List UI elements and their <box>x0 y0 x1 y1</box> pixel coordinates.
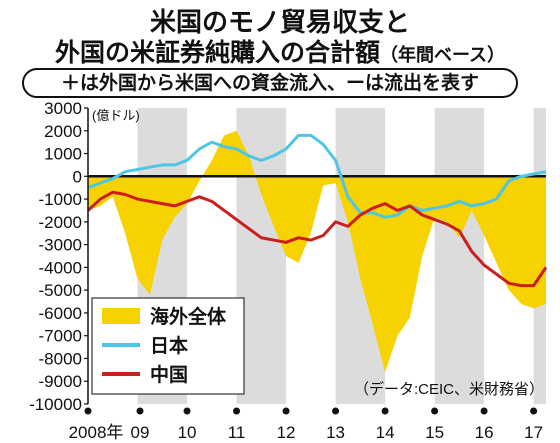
y-tick-label: -3000 <box>39 236 82 255</box>
y-axis-unit: (億ドル) <box>92 108 140 123</box>
y-tick-label: -4000 <box>39 258 82 277</box>
y-tick-label: 2000 <box>44 122 82 141</box>
y-tick-label: -5000 <box>39 281 82 300</box>
y-tick-label: -8000 <box>39 349 82 368</box>
y-tick-label: -6000 <box>39 304 82 323</box>
x-tick-label: 12 <box>277 423 296 442</box>
x-tick-label: 10 <box>178 423 197 442</box>
x-tick-dot <box>332 407 340 415</box>
series-area-overall <box>88 130 546 373</box>
x-tick-label: 17 <box>524 423 543 442</box>
y-tick-label: -7000 <box>39 327 82 346</box>
x-tick-label: 11 <box>228 423 246 442</box>
x-tick-dot <box>183 407 191 415</box>
x-tick-label: 14 <box>376 423 395 442</box>
x-tick-label: 13 <box>326 423 345 442</box>
x-tick-dot <box>530 407 538 415</box>
x-tick-label: 16 <box>475 423 494 442</box>
legend-label: 中国 <box>150 363 188 386</box>
chart-title-line2: 外国の米証券純購入の合計額（年間ベース） <box>0 33 560 69</box>
y-tick-label: -9000 <box>39 372 82 391</box>
series-line-china <box>86 190 548 288</box>
chart-title-main: 外国の米証券純購入の合計額 <box>54 38 380 67</box>
y-tick-label: 1000 <box>44 145 82 164</box>
x-tick-dot <box>381 407 389 415</box>
x-tick-label: 15 <box>425 423 444 442</box>
x-tick-dot <box>84 407 92 415</box>
series-line-japan <box>87 133 547 219</box>
chart-title-line1: 米国のモノ貿易収支と <box>149 8 410 38</box>
legend-label: 日本 <box>150 334 188 357</box>
legend-swatch <box>102 308 140 324</box>
y-tick-label: -1000 <box>39 190 82 209</box>
x-tick-label: 2008年 <box>69 423 124 442</box>
x-tick-label: 09 <box>131 423 150 442</box>
x-tick-dot <box>480 407 488 415</box>
y-tick-label: 0 <box>73 167 82 186</box>
x-tick-dot <box>282 407 290 415</box>
y-tick-label: -2000 <box>39 213 82 232</box>
chart-title-paren: （年間ベース） <box>379 45 506 66</box>
sign-note: ＋は外国から米国への資金流入、ーは流出を表す <box>22 68 518 98</box>
y-tick-label: 3000 <box>44 99 82 118</box>
legend-label: 海外全体 <box>150 305 227 328</box>
y-tick-label: -10000 <box>29 395 82 414</box>
x-tick-dot <box>233 407 241 415</box>
source-note: （データ:CEIC、米財務省） <box>354 380 544 398</box>
x-tick-dot <box>431 407 439 415</box>
x-tick-dot <box>136 407 144 415</box>
